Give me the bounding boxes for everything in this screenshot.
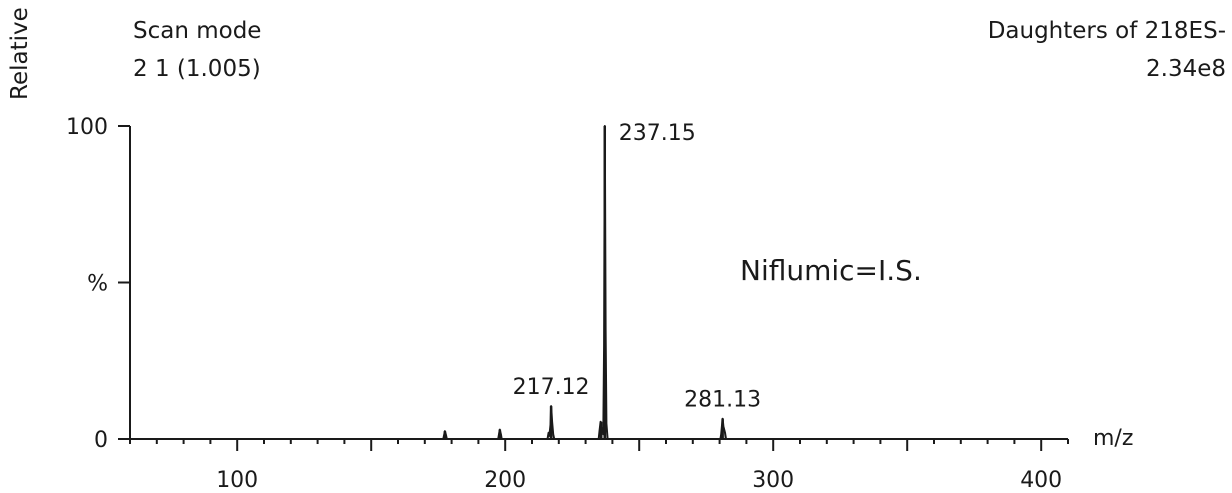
scan-mode-label: Scan mode <box>133 18 261 44</box>
plot-area <box>130 125 1068 440</box>
peak-labels: 217.12 237.15 281.13 <box>513 121 762 413</box>
y-tick-label: % <box>87 272 108 297</box>
scan-id-label: 2 1 (1.005) <box>133 56 261 82</box>
peak-label: 281.13 <box>684 388 761 413</box>
axes <box>129 126 1068 440</box>
y-tick-label: 0 <box>94 428 108 453</box>
peak-label: 237.15 <box>619 121 696 146</box>
intensity-label: 2.34e8 <box>1146 56 1226 82</box>
spectrum-trace <box>130 125 1068 440</box>
axis-ticks: 0% 100 100 200 300 400 <box>66 115 1069 493</box>
y-tick-label: 100 <box>66 115 108 140</box>
x-tick-label: 400 <box>1020 468 1062 493</box>
function-label: Daughters of 218ES- <box>988 18 1226 44</box>
x-tick-label: 100 <box>216 468 258 493</box>
peak-label: 217.12 <box>513 375 590 400</box>
y-axis-label: Relative Abundance <box>7 0 33 100</box>
x-tick-label: 300 <box>752 468 794 493</box>
x-tick-label: 200 <box>484 468 526 493</box>
compound-annotation: Niflumic=I.S. <box>740 254 922 287</box>
x-axis-label: m/z <box>1093 426 1133 451</box>
